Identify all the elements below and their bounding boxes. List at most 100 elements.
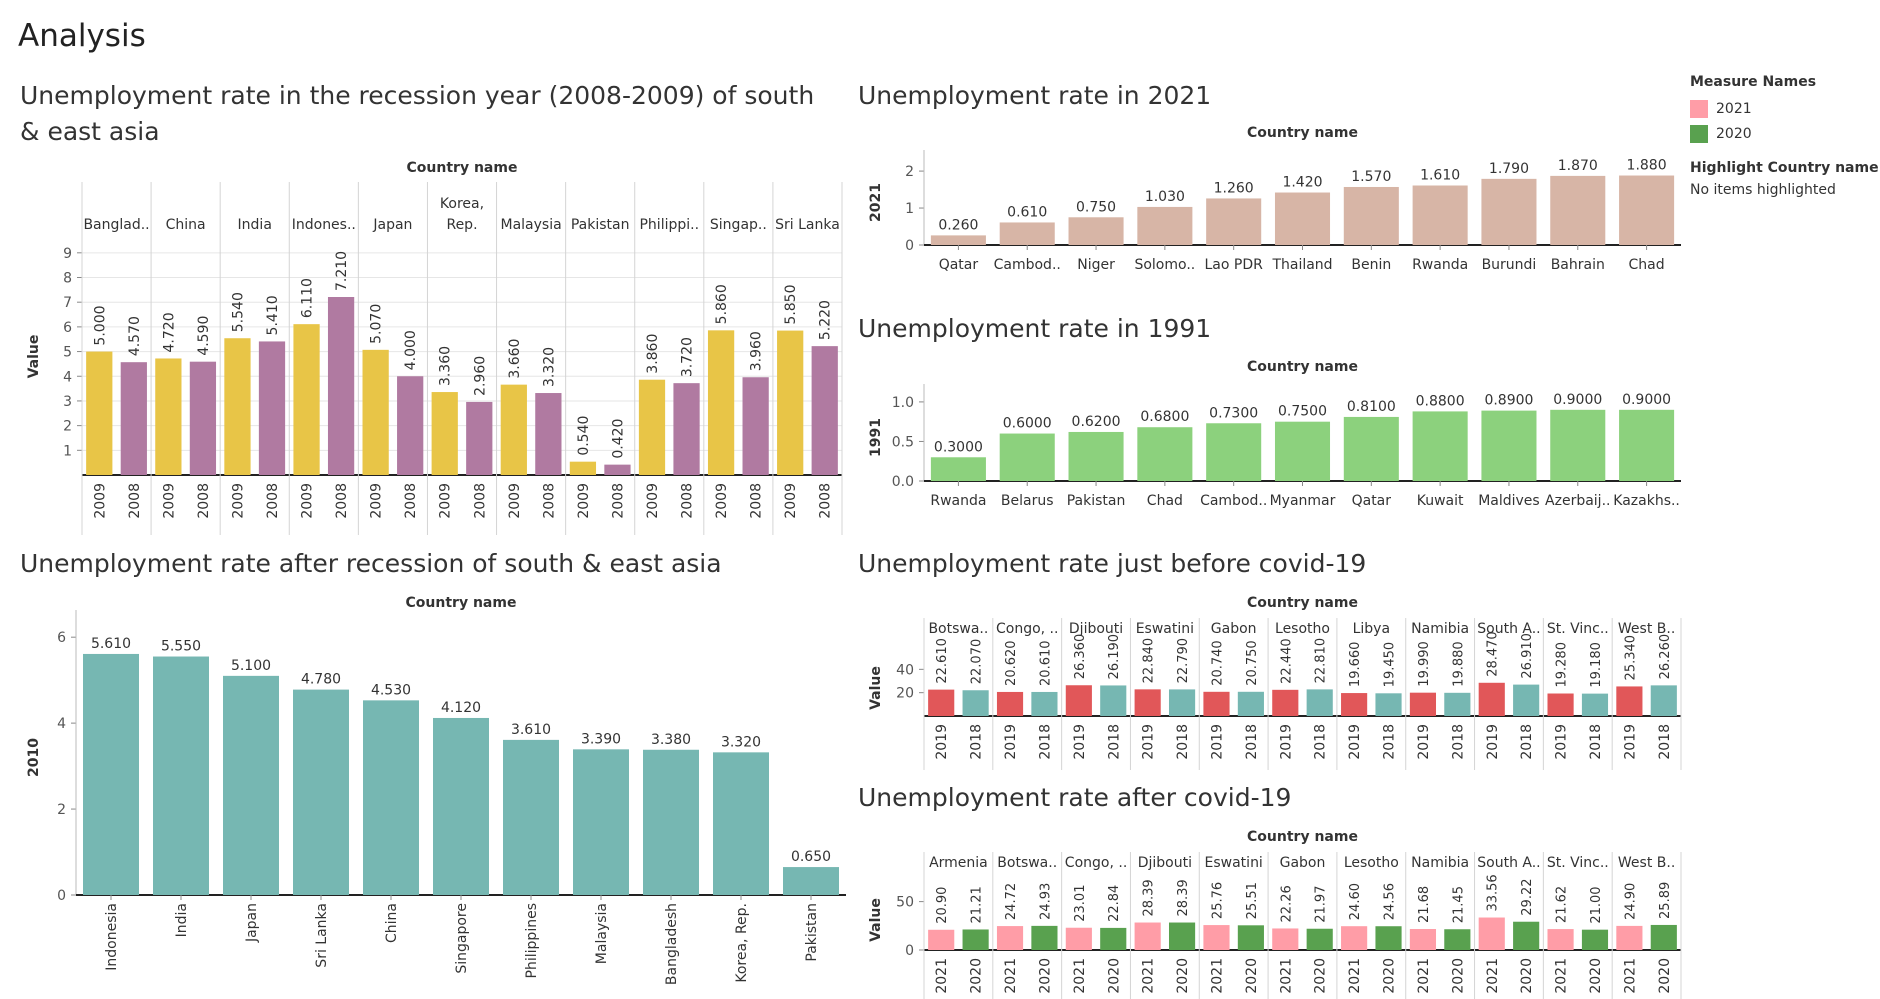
data-label: 20.90 [935,887,950,924]
y-tick-label: 9 [63,246,72,262]
x-tick-label: Korea, Rep. [734,903,750,983]
bar [1272,928,1299,950]
y-tick-label: 40 [896,662,914,678]
data-label: 22.810 [1314,638,1329,684]
legend-panel: Measure Names 2021 2020 Highlight Countr… [1690,74,1879,198]
y-tick-label: 0 [905,238,914,254]
bar [153,656,209,895]
bar [1550,175,1606,245]
data-label: 22.610 [935,638,950,684]
x-tick-label: 2018 [1175,724,1191,760]
group-header-label: Eswatini [1136,621,1194,637]
bar [1444,929,1471,950]
bar [1619,175,1675,245]
highlight-title: Highlight Country name [1690,160,1879,176]
bar [1513,921,1540,950]
data-label: 1.420 [1282,175,1322,191]
bar [1137,427,1193,481]
x-tick-label: 2009 [92,483,108,519]
y-tick-label: 2 [63,419,72,435]
group-header-label: China [166,217,206,233]
data-label: 19.880 [1451,641,1466,687]
x-tick-label: Rwanda [1412,257,1468,273]
x-tick-label: 2019 [1554,724,1570,760]
bar [1065,685,1092,716]
group-header-label: Namibia [1411,621,1469,637]
x-tick-label: 2020 [1382,958,1398,994]
chart-after_recession: Country name 2010 0 2 4 6 5.610 Indonesia 5.550 I… [26,595,846,985]
x-tick-label: 2020 [969,958,985,994]
x-tick-label: 2019 [1003,724,1019,760]
bar [120,362,147,475]
bar [1619,409,1675,481]
x-tick-label: Cambod.. [1200,493,1267,509]
group-header-label: South A.. [1477,621,1540,637]
data-label: 4.570 [127,316,143,356]
data-label: 1.870 [1558,158,1598,174]
x-tick-label: 2020 [1313,958,1329,994]
group-header-label: Djibouti [1069,621,1123,637]
x-tick-label: 2009 [645,483,661,519]
legend-swatch-2020 [1690,124,1708,143]
y-tick-label: 0.5 [892,434,914,450]
data-label: 3.960 [749,331,765,371]
group-header-label: Eswatini [1205,855,1263,871]
x-tick-label: Thailand [1271,257,1332,273]
y-tick-label: 50 [896,895,914,911]
group-header-label: Namibia [1411,855,1469,871]
x-tick-label: 2020 [1106,958,1122,994]
x-tick-label: India [174,903,190,937]
data-label: 28.470 [1486,631,1501,677]
x-tick-label: 2018 [1037,724,1053,760]
x-tick-label: Kuwait [1417,493,1464,509]
legend-item-2020[interactable]: 2020 [1690,121,1879,146]
chart-y1991: Country name 1991 0.0 0.5 1.0 0.3000 Rwanda 0.6… [868,359,1681,509]
bar [83,653,139,895]
x-tick-label: Chad [1629,257,1665,273]
x-tick-label: 2021 [1622,958,1638,994]
chart-title-after-covid: Unemployment rate after covid-19 [858,783,1292,812]
data-label: 21.62 [1555,886,1570,923]
x-tick-label: 2021 [1416,958,1432,994]
data-label: 0.9000 [1622,392,1671,408]
bar [928,689,955,716]
group-header-label: Botswa.. [997,855,1057,871]
bar [293,324,320,475]
x-tick-label: 2018 [1450,724,1466,760]
bar [1306,928,1333,950]
legend-label-2021: 2021 [1716,100,1752,117]
group-header-label: Gabon [1280,855,1326,871]
bar [189,361,217,475]
y-tick-label: 4 [63,369,72,385]
data-label: 5.100 [231,658,271,674]
data-label: 5.860 [714,284,730,324]
highlight-value: No items highlighted [1690,182,1836,198]
group-header-label: Congo, .. [1065,855,1127,871]
bar [1375,693,1402,716]
bar [783,867,839,895]
bar [1237,925,1264,950]
group-header-label: Libya [1353,621,1390,637]
bar [363,700,419,895]
x-tick-label: 2020 [1588,958,1604,994]
data-label: 26.910 [1520,633,1535,679]
x-tick-label: Qatar [1352,493,1392,509]
legend-item-2021[interactable]: 2021 [1690,96,1879,121]
bar [86,351,113,475]
data-label: 1.790 [1489,161,1529,177]
data-label: 33.56 [1486,874,1501,911]
bar [327,297,355,475]
x-tick-label: Belarus [1001,493,1054,509]
group-header-label: Pakistan [571,217,630,233]
bar [1272,689,1299,716]
x-tick-label: Niger [1077,257,1115,273]
x-tick-label: 2008 [749,483,765,519]
legend-label-2020: 2020 [1716,125,1752,142]
data-label: 24.72 [1004,883,1019,920]
x-tick-label: 2009 [300,483,316,519]
page-title: Analysis [18,18,146,54]
x-tick-label: 2020 [1450,958,1466,994]
data-label: 0.6800 [1140,409,1189,425]
data-label: 25.340 [1623,635,1638,681]
